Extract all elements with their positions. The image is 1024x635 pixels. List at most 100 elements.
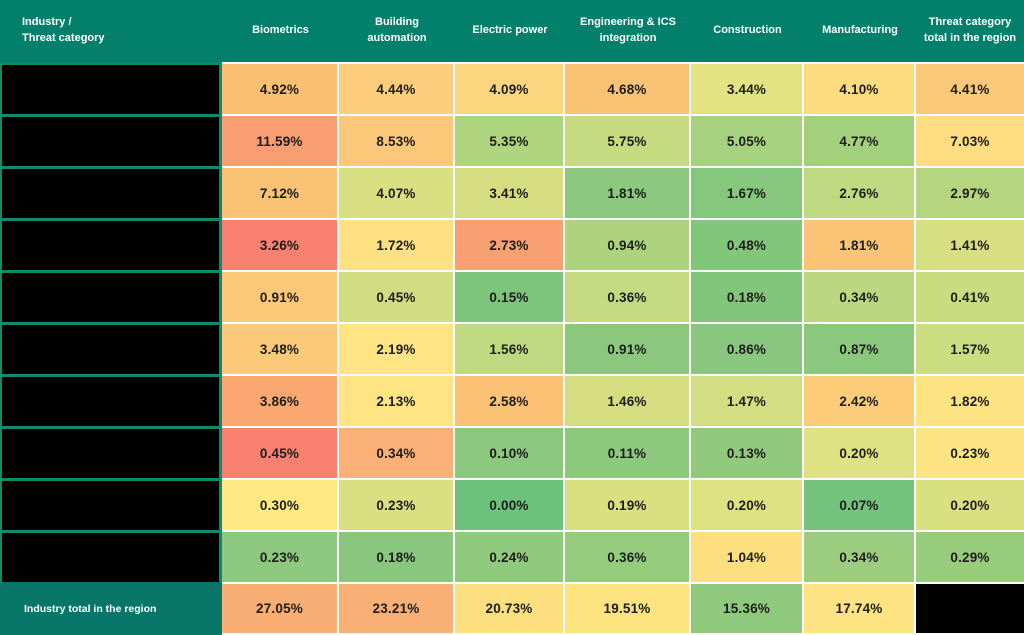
heatmap-cell: 0.34% xyxy=(339,426,455,478)
industry-total-cell: 17.74% xyxy=(804,582,916,635)
heatmap-cell: 5.05% xyxy=(691,114,804,166)
heatmap-cell: 0.86% xyxy=(691,322,804,374)
row-label-redacted xyxy=(0,374,222,426)
heatmap-cell: 0.23% xyxy=(916,426,1024,478)
heatmap-cell: 1.81% xyxy=(565,166,691,218)
corner-header-label: Industry / Threat category xyxy=(22,15,105,47)
row-label-redacted xyxy=(0,114,222,166)
column-header-biometrics: Biometrics xyxy=(222,0,339,62)
column-header-electric-power: Electric power xyxy=(455,0,565,62)
row-label-redacted xyxy=(0,270,222,322)
heatmap-cell: 0.36% xyxy=(565,270,691,322)
row-label-redacted xyxy=(0,322,222,374)
heatmap-cell: 4.44% xyxy=(339,62,455,114)
industry-total-cell: 19.51% xyxy=(565,582,691,635)
heatmap-cell: 2.58% xyxy=(455,374,565,426)
heatmap-cell: 7.12% xyxy=(222,166,339,218)
heatmap-cell: 1.47% xyxy=(691,374,804,426)
heatmap-cell: 2.13% xyxy=(339,374,455,426)
industry-total-cell: 15.36% xyxy=(691,582,804,635)
heatmap-cell: 0.36% xyxy=(565,530,691,582)
heatmap-cell: 3.41% xyxy=(455,166,565,218)
heatmap-cell: 0.20% xyxy=(804,426,916,478)
corner-line-1: Industry / xyxy=(22,16,72,29)
heatmap-cell: 0.91% xyxy=(222,270,339,322)
heatmap-cell: 0.19% xyxy=(565,478,691,530)
heatmap-cell: 0.94% xyxy=(565,218,691,270)
heatmap-cell: 4.92% xyxy=(222,62,339,114)
heatmap-cell: 11.59% xyxy=(222,114,339,166)
heatmap-cell: 0.23% xyxy=(222,530,339,582)
industry-total-cell: 23.21% xyxy=(339,582,455,635)
heatmap-cell: 1.82% xyxy=(916,374,1024,426)
heatmap-cell: 0.91% xyxy=(565,322,691,374)
heatmap-cell: 0.34% xyxy=(804,270,916,322)
bottom-right-redacted-cell xyxy=(916,582,1024,635)
heatmap-cell: 1.04% xyxy=(691,530,804,582)
heatmap-cell: 0.45% xyxy=(222,426,339,478)
industry-total-cell: 27.05% xyxy=(222,582,339,635)
heatmap-cell: 3.86% xyxy=(222,374,339,426)
heatmap-cell: 2.97% xyxy=(916,166,1024,218)
heatmap-cell: 0.45% xyxy=(339,270,455,322)
heatmap-cell: 0.18% xyxy=(691,270,804,322)
heatmap-cell: 4.07% xyxy=(339,166,455,218)
row-label-redacted xyxy=(0,426,222,478)
heatmap-cell: 0.15% xyxy=(455,270,565,322)
heatmap-cell: 1.56% xyxy=(455,322,565,374)
heatmap-cell: 4.10% xyxy=(804,62,916,114)
heatmap-cell: 0.11% xyxy=(565,426,691,478)
corner-line-2: Threat category xyxy=(22,32,105,44)
heatmap-cell: 0.41% xyxy=(916,270,1024,322)
heatmap-cell: 1.67% xyxy=(691,166,804,218)
column-header-threat-category-total: Threat category total in the region xyxy=(916,0,1024,62)
heatmap-cell: 0.20% xyxy=(916,478,1024,530)
heatmap-cell: 0.24% xyxy=(455,530,565,582)
heatmap-cell: 2.76% xyxy=(804,166,916,218)
heatmap-cell: 0.29% xyxy=(916,530,1024,582)
row-label-redacted xyxy=(0,530,222,582)
heatmap-cell: 0.30% xyxy=(222,478,339,530)
heatmap-cell: 3.44% xyxy=(691,62,804,114)
heatmap-cell: 7.03% xyxy=(916,114,1024,166)
heatmap-cell: 4.09% xyxy=(455,62,565,114)
heatmap-cell: 2.73% xyxy=(455,218,565,270)
row-label-redacted xyxy=(0,62,222,114)
heatmap-cell: 0.00% xyxy=(455,478,565,530)
heatmap-cell: 0.87% xyxy=(804,322,916,374)
heatmap-cell: 4.41% xyxy=(916,62,1024,114)
heatmap-cell: 1.41% xyxy=(916,218,1024,270)
row-label-redacted xyxy=(0,478,222,530)
row-label-redacted xyxy=(0,218,222,270)
column-header-engineering-ics-integration: Engineering & ICS integration xyxy=(565,0,691,62)
heatmap-cell: 3.48% xyxy=(222,322,339,374)
heatmap-cell: 0.18% xyxy=(339,530,455,582)
heatmap-cell: 2.19% xyxy=(339,322,455,374)
heatmap-cell: 5.35% xyxy=(455,114,565,166)
heatmap-cell: 0.20% xyxy=(691,478,804,530)
heatmap-cell: 0.13% xyxy=(691,426,804,478)
heatmap-cell: 1.46% xyxy=(565,374,691,426)
heatmap-cell: 8.53% xyxy=(339,114,455,166)
corner-header: Industry / Threat category xyxy=(0,0,222,62)
heatmap-cell: 0.10% xyxy=(455,426,565,478)
heatmap-cell: 0.23% xyxy=(339,478,455,530)
heatmap-cell: 0.48% xyxy=(691,218,804,270)
heatmap-cell: 0.07% xyxy=(804,478,916,530)
heatmap-cell: 3.26% xyxy=(222,218,339,270)
heatmap-cell: 2.42% xyxy=(804,374,916,426)
column-header-construction: Construction xyxy=(691,0,804,62)
heatmap-cell: 1.72% xyxy=(339,218,455,270)
heatmap-cell: 4.77% xyxy=(804,114,916,166)
heatmap-cell: 1.81% xyxy=(804,218,916,270)
industry-total-cell: 20.73% xyxy=(455,582,565,635)
column-header-manufacturing: Manufacturing xyxy=(804,0,916,62)
column-header-building-automation: Building automation xyxy=(339,0,455,62)
row-label-redacted xyxy=(0,166,222,218)
industry-total-label: Industry total in the region xyxy=(0,582,222,635)
heatmap-cell: 1.57% xyxy=(916,322,1024,374)
heatmap-cell: 4.68% xyxy=(565,62,691,114)
heatmap-cell: 0.34% xyxy=(804,530,916,582)
